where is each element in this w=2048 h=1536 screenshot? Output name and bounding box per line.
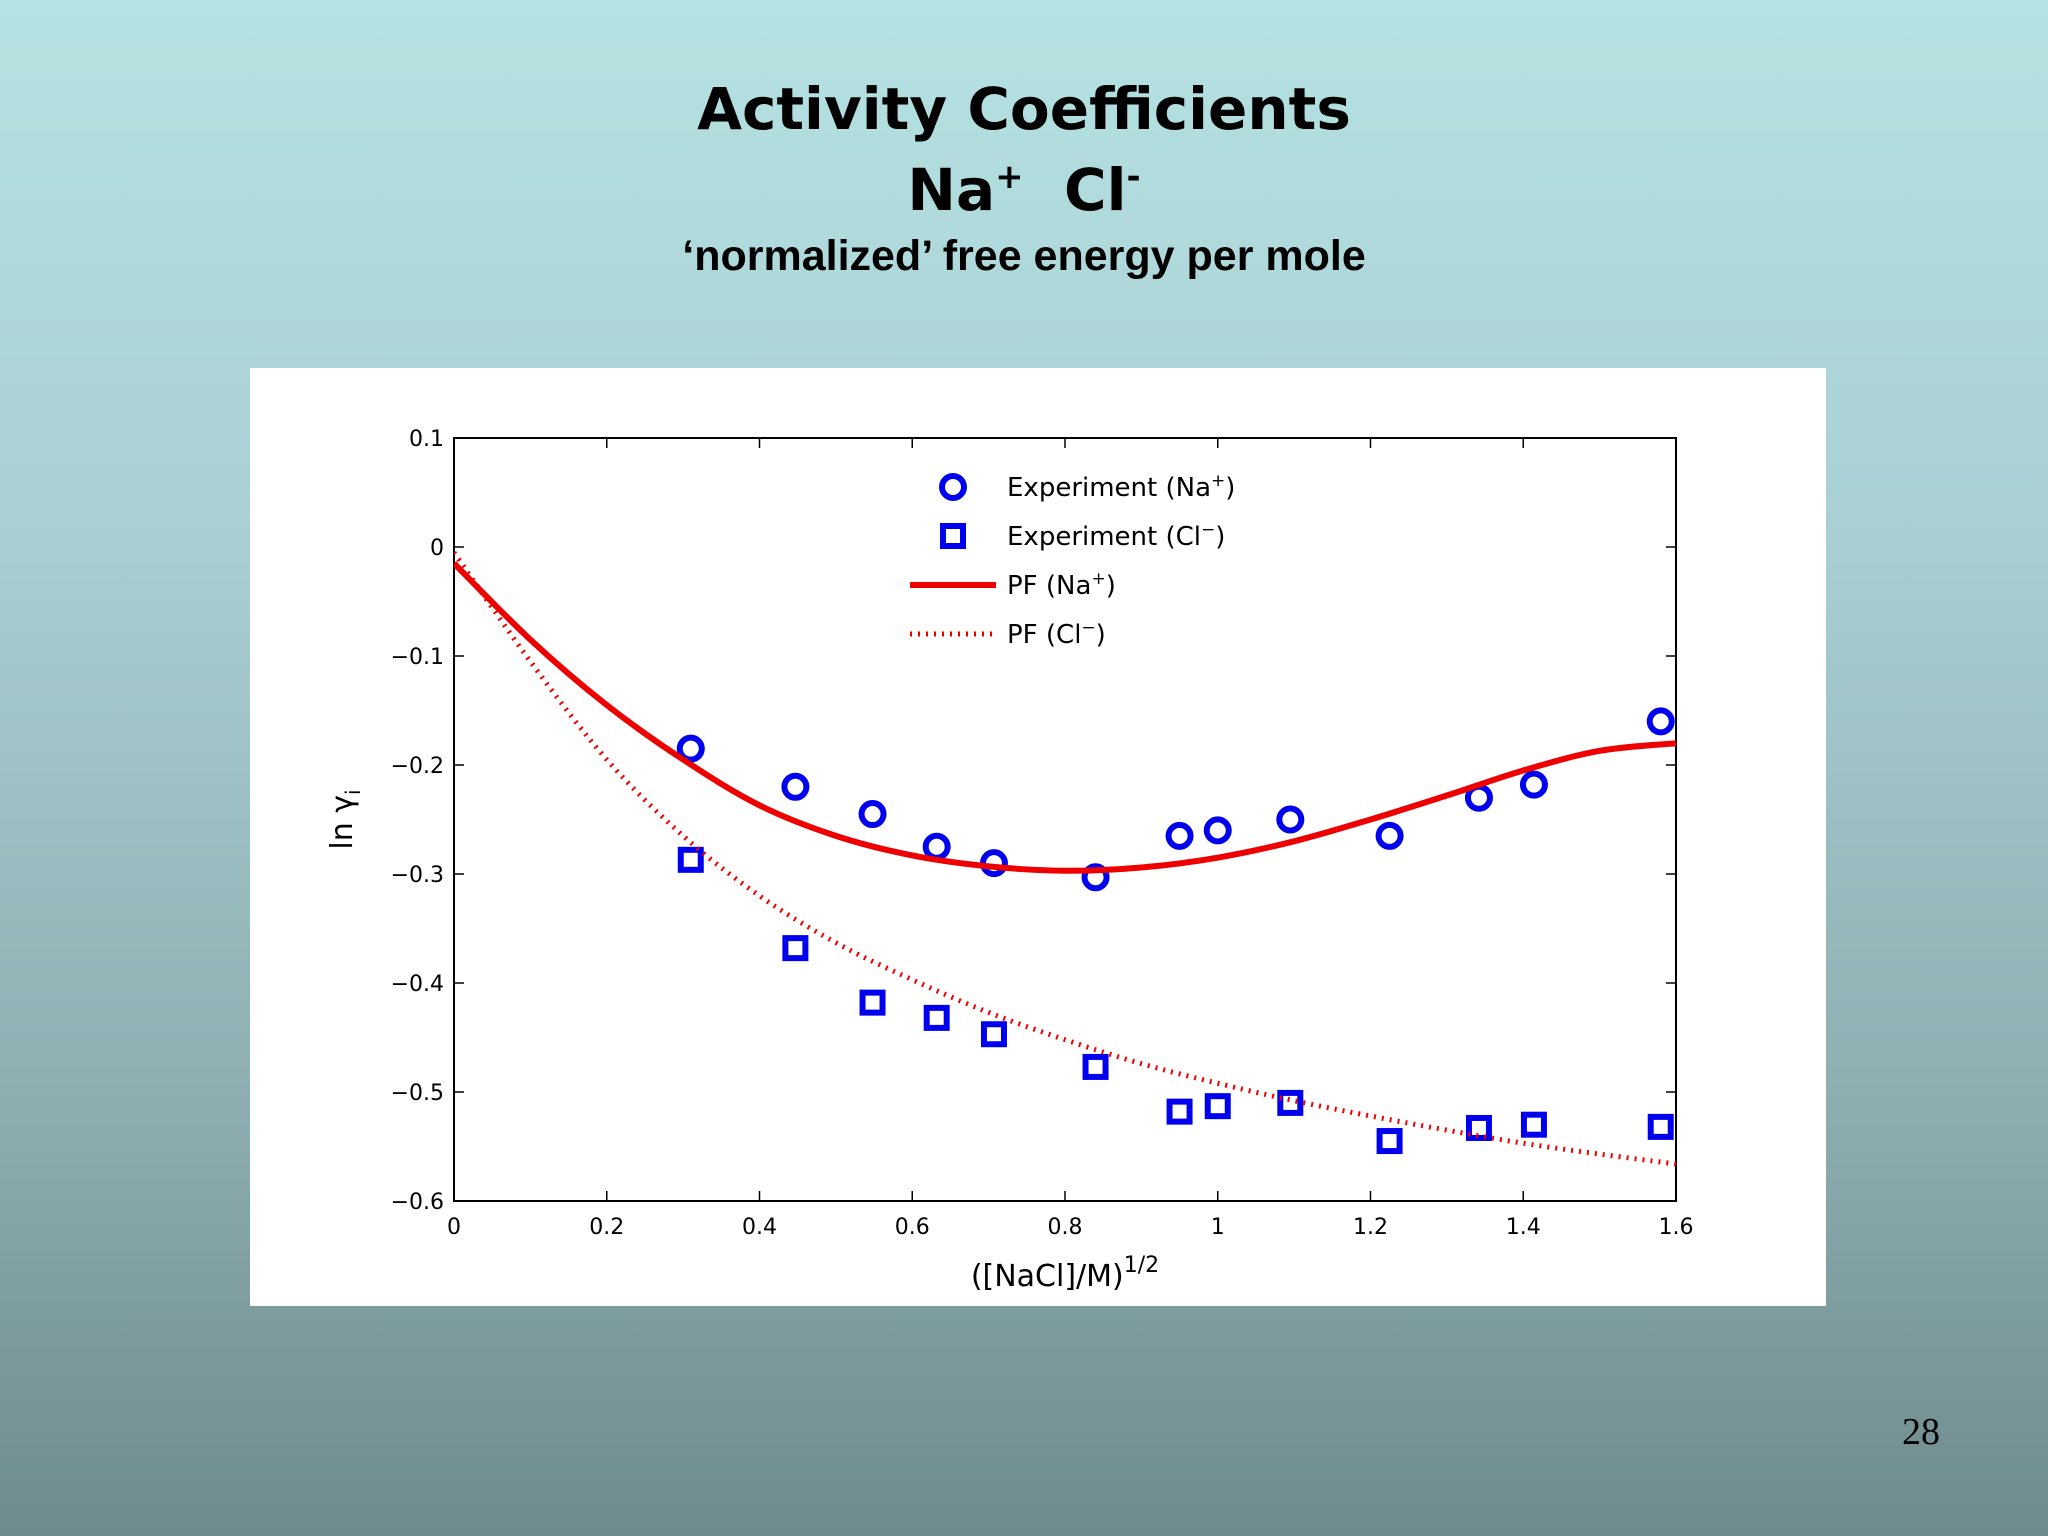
y-axis-label: ln γi [325, 789, 365, 849]
data-point-square [1166, 1098, 1193, 1125]
y-tick-label: 0.1 [409, 427, 444, 452]
data-point-circle [1203, 816, 1232, 845]
x-tick-label: 1.2 [1353, 1215, 1388, 1240]
legend-entry-3: PF (Cl−) [1007, 618, 1106, 650]
data-point-circle [1519, 770, 1548, 799]
legend-marker-square [940, 523, 966, 549]
data-point-square [1204, 1093, 1231, 1120]
ion-sodium-charge: + [995, 157, 1024, 197]
plot-frame [453, 437, 1677, 1202]
slide-title-block: Activity Coefficients Na+ Cl- ‘normalize… [0, 75, 2048, 286]
y-tick-label: −0.2 [391, 754, 444, 779]
y-tick-label: 0 [430, 536, 444, 561]
legend-entry-1: Experiment (Cl−) [1007, 520, 1225, 552]
legend-entry-0: Experiment (Na+) [1007, 471, 1235, 503]
data-point-circle [922, 832, 951, 861]
page-number: 28 [1902, 1411, 1940, 1453]
x-tick-label: 1.6 [1659, 1215, 1694, 1240]
data-point-square [1082, 1053, 1109, 1080]
data-point-square [782, 935, 809, 962]
y-tick-label: −0.4 [391, 972, 444, 997]
ion-chloride-charge: - [1126, 157, 1141, 197]
x-tick-label: 0.4 [742, 1215, 777, 1240]
y-tick-label: −0.6 [391, 1190, 444, 1215]
data-point-square [1647, 1113, 1674, 1140]
data-point-square [1277, 1089, 1304, 1116]
data-point-circle [979, 849, 1008, 878]
x-axis-label-base: ([NaCl]/M) [971, 1259, 1124, 1294]
data-point-circle [1646, 707, 1675, 736]
legend-marker-circle [939, 473, 967, 501]
slide-title: Activity Coefficients [697, 75, 1351, 143]
y-tick-label: −0.5 [391, 1081, 444, 1106]
chart-panel: 0 0.2 0.4 0.6 0.8 1 1.2 1.4 1.6 0.1 0 −0.1 −0.2 −0.3 −… [250, 368, 1826, 1306]
data-point-square [1520, 1111, 1547, 1138]
data-point-circle [676, 734, 705, 763]
x-axis-label-sup: 1/2 [1124, 1253, 1159, 1278]
data-point-circle [1276, 805, 1305, 834]
y-axis-label-base: ln γ [325, 795, 360, 850]
slide-subtitle: ‘normalized’ free energy per mole [682, 232, 1366, 280]
data-point-square [859, 989, 886, 1016]
x-tick-label: 0 [447, 1215, 461, 1240]
data-point-circle [1165, 821, 1194, 850]
data-point-circle [858, 800, 887, 829]
x-tick-label: 0.6 [895, 1215, 930, 1240]
ion-chloride: Cl [1064, 156, 1127, 224]
x-tick-label: 1.4 [1506, 1215, 1541, 1240]
data-point-circle [1081, 863, 1110, 892]
data-point-square [980, 1021, 1007, 1048]
data-point-square [1465, 1114, 1492, 1141]
data-point-circle [781, 772, 810, 801]
data-point-square [923, 1004, 950, 1031]
data-point-circle [1375, 821, 1404, 850]
data-point-square [677, 846, 704, 873]
legend-entry-2: PF (Na+) [1007, 569, 1116, 601]
y-axis-label-sub: i [341, 789, 365, 795]
x-axis-label: ([NaCl]/M)1/2 [971, 1253, 1159, 1294]
activity-coefficient-chart: 0 0.2 0.4 0.6 0.8 1 1.2 1.4 1.6 0.1 0 −0.1 −0.2 −0.3 −… [325, 427, 1694, 1294]
y-tick-label: −0.3 [391, 863, 444, 888]
data-point-square [1376, 1128, 1403, 1155]
ion-sodium: Na [907, 156, 996, 224]
x-tick-label: 1 [1211, 1215, 1225, 1240]
x-tick-label: 0.2 [589, 1215, 624, 1240]
slide-title-ions: Na+ Cl- [0, 143, 2048, 224]
series-line-2 [454, 561, 1676, 874]
x-tick-label: 0.8 [1048, 1215, 1083, 1240]
y-tick-label: −0.1 [391, 645, 444, 670]
